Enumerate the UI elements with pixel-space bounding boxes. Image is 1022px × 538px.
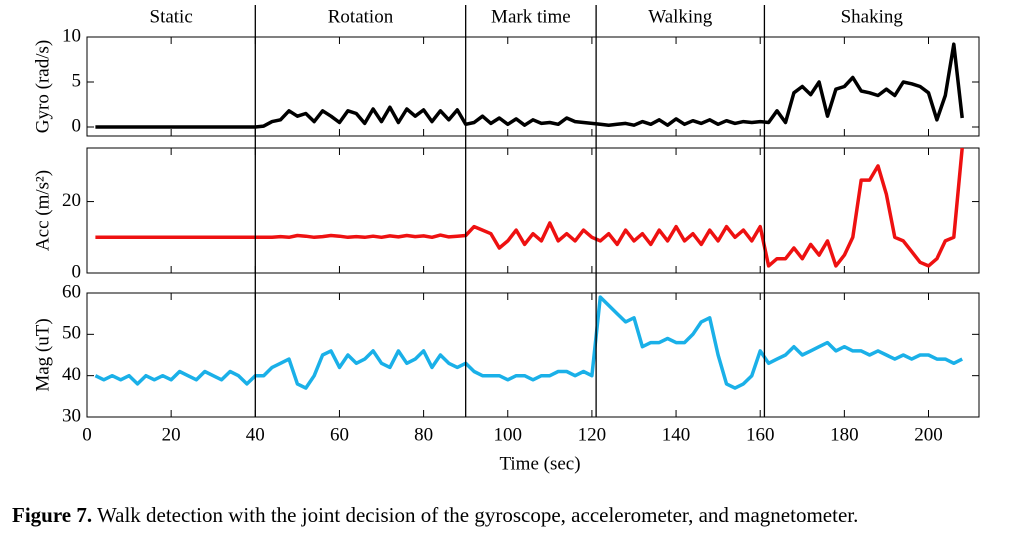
plot-frame: [86, 292, 980, 418]
y-axis-label: Acc (m/s²): [32, 170, 53, 251]
x-tick-label: 100: [494, 424, 523, 445]
segment-label: Walking: [648, 6, 712, 27]
y-tick-label: 20: [62, 190, 81, 211]
plot-frame: [86, 147, 980, 274]
y-tick-label: 50: [62, 323, 81, 344]
data-line: [95, 42, 964, 129]
segment-label: Rotation: [328, 6, 394, 27]
y-axis-label: Gyro (rad/s): [32, 40, 53, 133]
plot-frame: [86, 36, 980, 137]
y-tick-label: 30: [62, 405, 81, 426]
x-tick-label: 60: [330, 424, 349, 445]
y-tick-label: 10: [62, 25, 81, 46]
y-tick-label: 60: [62, 281, 81, 302]
x-tick-label: 200: [914, 424, 943, 445]
data-line: [94, 295, 963, 390]
y-tick-label: 40: [62, 364, 81, 385]
x-tick-label: 160: [746, 424, 775, 445]
x-axis-label: Time (sec): [499, 453, 580, 474]
segment-label: Mark time: [491, 6, 571, 27]
x-tick-label: 80: [414, 424, 433, 445]
x-tick-label: 20: [162, 424, 181, 445]
x-tick-label: 40: [246, 424, 265, 445]
caption-text: Walk detection with the joint decision o…: [97, 503, 858, 527]
y-tick-label: 0: [72, 115, 82, 136]
y-axis-label: Mag (uT): [32, 318, 53, 391]
caption: Figure 7. Walk detection with the joint …: [12, 503, 858, 527]
caption-label: Figure 7.: [12, 503, 92, 527]
x-tick-label: 180: [830, 424, 859, 445]
x-tick-label: 0: [82, 424, 92, 445]
segment-label: Static: [150, 6, 193, 27]
data-line: [95, 147, 964, 268]
y-tick-label: 0: [72, 261, 82, 282]
segment-label: Shaking: [841, 6, 904, 27]
x-tick-label: 140: [662, 424, 691, 445]
x-tick-label: 120: [578, 424, 607, 445]
y-tick-label: 5: [72, 70, 82, 91]
